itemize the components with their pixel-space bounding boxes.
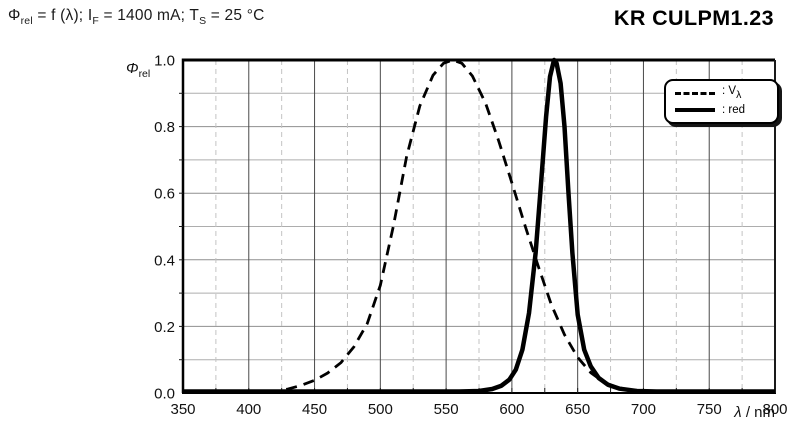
svg-text:550: 550 <box>434 401 459 418</box>
svg-text:350: 350 <box>170 401 195 418</box>
vlambda-curve <box>268 58 670 395</box>
legend-item-vlambda: : Vλ <box>675 85 771 101</box>
y-tick-labels: 0.0 0.2 0.4 0.6 0.8 1.0 <box>154 53 175 403</box>
part-number: KR CULPM1.23 <box>613 6 774 30</box>
svg-text:800: 800 <box>762 401 787 418</box>
svg-text:0.8: 0.8 <box>154 119 175 136</box>
solid-line-sample <box>675 108 715 112</box>
svg-text:400: 400 <box>236 401 261 418</box>
phi-symbol: Φ <box>126 60 139 77</box>
x-tick-labels: 350 400 450 500 550 600 650 700 750 800 <box>170 401 787 418</box>
phi-subscript: rel <box>20 15 33 27</box>
x-axis-label: λ / nm <box>734 404 775 421</box>
legend-item-red: : red <box>675 104 771 116</box>
svg-text:650: 650 <box>565 401 590 418</box>
chart-title-formula: Φrel = f (λ); IF = 1400 mA; TS = 25 °C <box>8 7 265 27</box>
svg-text:0.2: 0.2 <box>154 319 175 336</box>
phi-symbol: Φ <box>8 7 21 24</box>
svg-text:750: 750 <box>697 401 722 418</box>
svg-text:500: 500 <box>368 401 393 418</box>
dashed-line-sample <box>675 91 715 95</box>
svg-text:600: 600 <box>499 401 524 418</box>
svg-text:1.0: 1.0 <box>154 53 175 70</box>
svg-text:700: 700 <box>631 401 656 418</box>
legend-label-vlambda: : Vλ <box>722 85 742 101</box>
legend-label-red: : red <box>722 104 746 116</box>
svg-text:0.4: 0.4 <box>154 252 175 269</box>
svg-text:450: 450 <box>302 401 327 418</box>
red-spectrum-curve <box>183 57 775 394</box>
svg-text:0.6: 0.6 <box>154 186 175 203</box>
y-axis-label: Φrel <box>126 60 151 80</box>
lambda-symbol: λ <box>734 404 742 421</box>
axis-ticks <box>179 92 743 393</box>
svg-text:0.0: 0.0 <box>154 386 175 403</box>
legend: : Vλ : red <box>664 79 779 124</box>
